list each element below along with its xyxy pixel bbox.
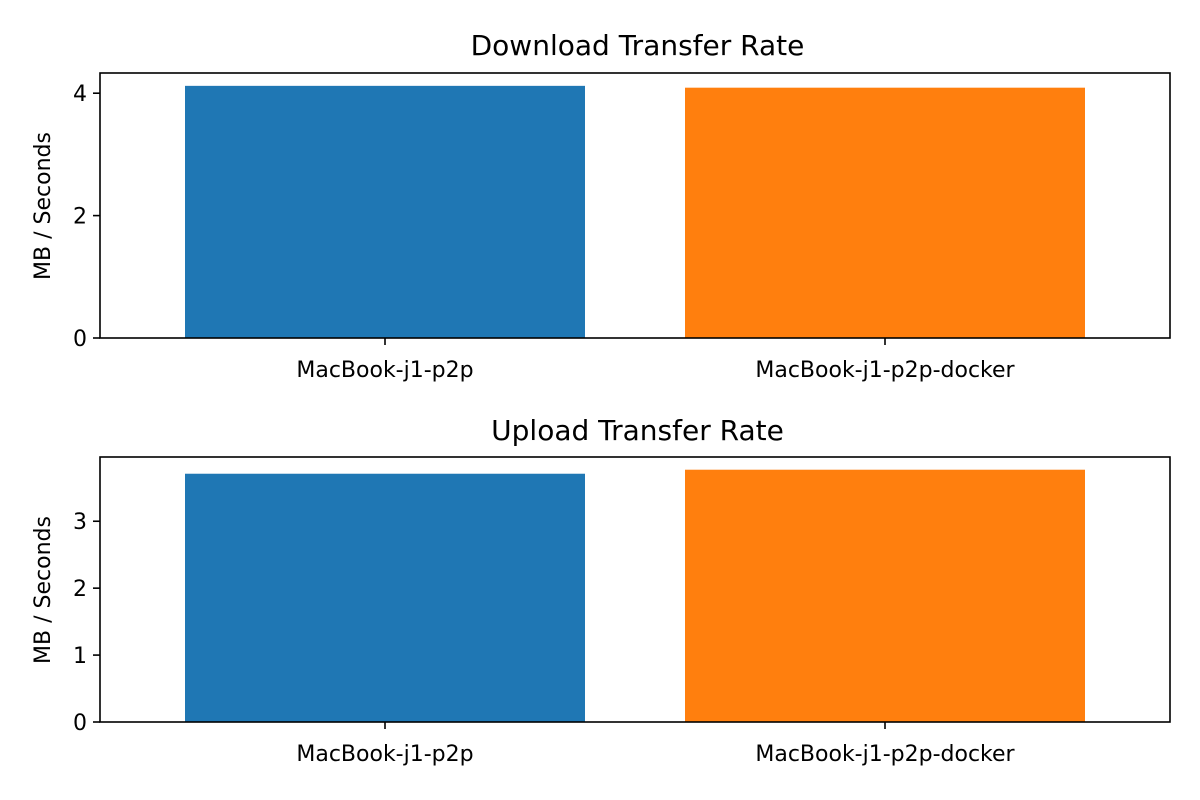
x-axis-ticks: MacBook-j1-p2p MacBook-j1-p2p-docker bbox=[296, 722, 1016, 767]
y-axis-label: MB / Seconds bbox=[31, 516, 56, 664]
bar-group bbox=[185, 469, 1085, 722]
y-tick-label: 3 bbox=[73, 510, 87, 535]
chart-title: Upload Transfer Rate bbox=[491, 414, 784, 447]
y-tick-label: 2 bbox=[73, 577, 87, 602]
x-axis-ticks: MacBook-j1-p2p MacBook-j1-p2p-docker bbox=[296, 338, 1016, 383]
y-tick-label: 0 bbox=[73, 327, 87, 352]
y-tick-label: 1 bbox=[73, 644, 87, 669]
download-chart: Download Transfer Rate MB / Seconds 024 … bbox=[31, 29, 1171, 383]
bar-group bbox=[185, 85, 1085, 338]
plot-frame bbox=[99, 72, 1171, 339]
y-tick-label: 0 bbox=[73, 711, 87, 736]
x-tick-label: MacBook-j1-p2p bbox=[296, 358, 473, 383]
chart-title: Download Transfer Rate bbox=[471, 29, 805, 62]
y-axis-ticks: 0 1 2 3 bbox=[73, 510, 100, 736]
bar-macbook-j1-p2p-docker bbox=[685, 87, 1085, 338]
plot-frame bbox=[99, 456, 1171, 723]
y-axis-ticks: 0 2 4 bbox=[73, 82, 100, 352]
x-tick-label: MacBook-j1-p2p-docker bbox=[755, 358, 1015, 383]
upload-chart: Upload Transfer Rate MB / Seconds 0 1 2 3 M… bbox=[31, 414, 1171, 767]
bar-macbook-j1-p2p bbox=[185, 473, 585, 722]
bar-macbook-j1-p2p bbox=[185, 85, 585, 338]
x-tick-label: MacBook-j1-p2p bbox=[296, 742, 473, 767]
x-tick-label: MacBook-j1-p2p-docker bbox=[755, 742, 1015, 767]
y-tick-label: 4 bbox=[73, 82, 87, 107]
y-axis-label: MB / Seconds bbox=[31, 132, 56, 280]
bar-macbook-j1-p2p-docker bbox=[685, 469, 1085, 722]
y-tick-label: 2 bbox=[73, 205, 87, 230]
